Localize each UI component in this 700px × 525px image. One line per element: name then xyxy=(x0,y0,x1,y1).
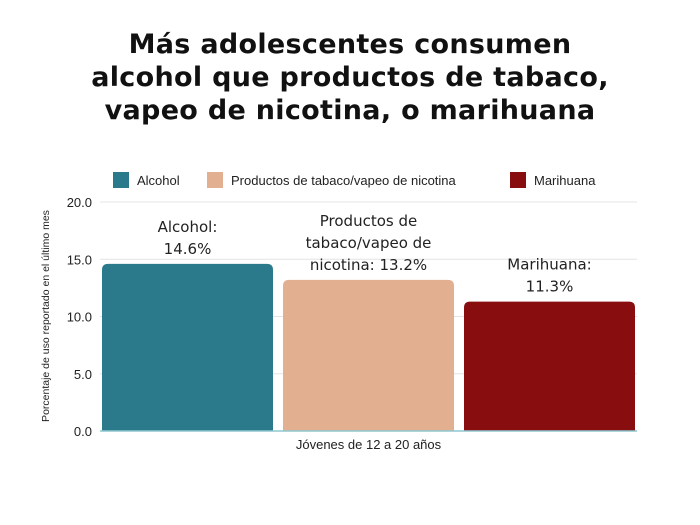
data-label: 11.3% xyxy=(526,278,574,296)
title-line: vapeo de nicotina, o marihuana xyxy=(104,95,596,126)
title-line: alcohol que productos de tabaco, xyxy=(91,62,609,93)
y-tick-label: 10.0 xyxy=(67,310,92,325)
x-axis-label: Jóvenes de 12 a 20 años xyxy=(296,437,442,452)
y-tick-label: 20.0 xyxy=(67,195,92,210)
y-tick-label: 5.0 xyxy=(74,367,92,382)
legend-label: Alcohol xyxy=(137,173,180,188)
legend-swatch xyxy=(207,172,223,188)
data-label: nicotina: 13.2% xyxy=(310,256,427,274)
data-label: Alcohol: xyxy=(158,218,218,236)
data-label: Marihuana: xyxy=(507,256,591,274)
title-line: Más adolescentes consumen xyxy=(128,29,572,60)
legend-swatch xyxy=(510,172,526,188)
bar-alcohol xyxy=(102,263,273,431)
legend-label: Marihuana xyxy=(534,173,596,188)
legend-label: Productos de tabaco/vapeo de nicotina xyxy=(231,173,457,188)
y-axis-label: Porcentaje de uso reportado en el último… xyxy=(40,210,52,422)
data-label: Productos de xyxy=(320,212,417,230)
bar-productos xyxy=(283,279,454,431)
data-label: tabaco/vapeo de xyxy=(306,234,432,252)
y-tick-label: 15.0 xyxy=(67,252,92,267)
chart-title: Más adolescentes consumen alcohol que pr… xyxy=(0,28,700,127)
bar-marihuana xyxy=(464,301,635,431)
y-tick-label: 0.0 xyxy=(74,424,92,439)
legend-swatch xyxy=(113,172,129,188)
data-label: 14.6% xyxy=(164,240,212,258)
